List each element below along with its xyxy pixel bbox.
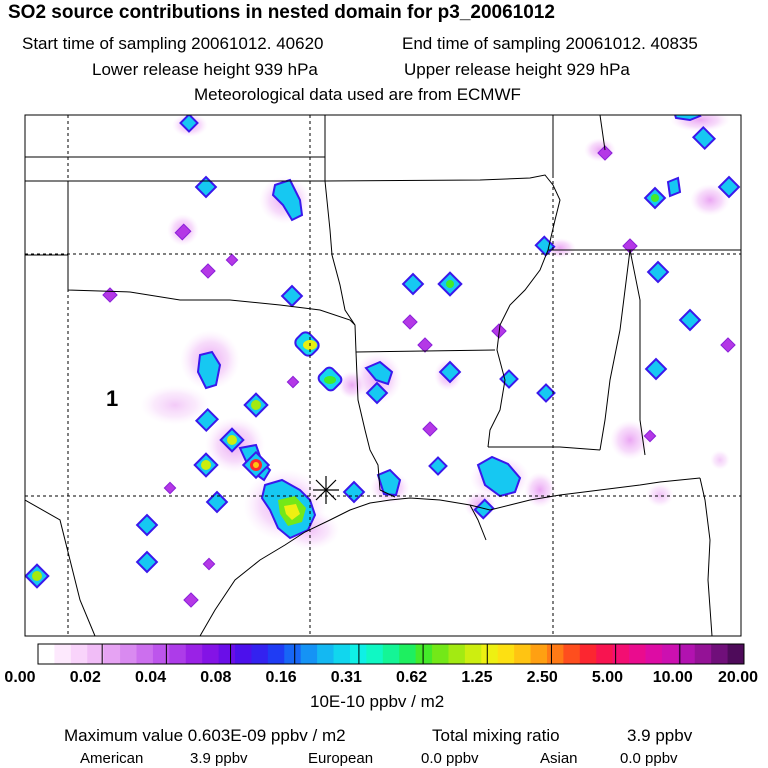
region-label: 1 [106,386,118,411]
end-time-label: End time of sampling 20061012. 40835 [402,34,698,53]
colorbar-label: 1.25 [461,669,493,686]
colorbar-swatch [399,644,417,664]
colorbar-swatch [251,644,269,664]
release-site-asterisk [313,476,339,504]
colorbar-swatch [514,644,532,664]
upper-release-label: Upper release height 929 hPa [404,60,630,79]
colorbar-label: 0.08 [200,669,232,686]
colorbar-swatch [70,644,88,664]
colorbar-unit: 10E-10 ppbv / m2 [310,692,445,711]
colorbar-swatch [87,644,105,664]
colorbar-label: 0.62 [396,669,428,686]
colorbar-swatch [267,644,285,664]
total-mixing-label: Total mixing ratio [432,726,560,745]
colorbar-label: 0.04 [134,669,167,686]
colorbar-swatch [497,644,515,664]
colorbar-swatch [415,644,433,664]
asian-label: Asian [540,750,578,767]
colorbar-swatch [579,644,597,664]
colorbar-label: 0.00 [4,669,36,686]
european-label: European [308,750,374,767]
american-label: American [80,750,144,767]
colorbar-label: 0.31 [330,669,362,686]
colorbar [37,643,745,665]
colorbar-swatch [661,644,679,664]
colorbar-swatch [38,644,55,664]
colorbar-swatch [645,644,663,664]
colorbar-swatch [727,644,745,664]
colorbar-label: 5.00 [591,669,624,686]
colorbar-frame [37,643,745,665]
colorbar-swatch [464,644,482,664]
colorbar-label: 0.02 [69,669,101,686]
colorbar-swatch [678,644,696,664]
colorbar-swatch [136,644,154,664]
map-frame [24,114,742,637]
lat-lon-grid [25,115,741,636]
colorbar-swatch [612,644,630,664]
colorbar-swatch [169,644,187,664]
met-data-label: Meteorological data used are from ECMWF [194,85,521,104]
colorbar-swatch [366,644,384,664]
moderate-sources [135,115,741,574]
colorbar-swatch [103,644,121,664]
map-area [25,115,741,636]
colorbar-swatch [711,644,729,664]
colorbar-swatch [563,644,581,664]
american-value: 3.9 ppbv [190,750,248,767]
colorbar-swatch [185,644,203,664]
asian-value: 0.0 ppbv [620,750,678,767]
state-boundaries [25,115,741,636]
strong-sources [25,186,667,589]
colorbar-label: 2.50 [526,669,558,686]
colorbar-swatch [284,644,302,664]
european-value: 0.0 ppbv [421,750,479,767]
page-title: SO2 source contributions in nested domai… [8,2,555,23]
colorbar-label: 10.00 [652,669,693,686]
max-value-label: Maximum value 0.603E-09 ppbv / m2 [64,726,346,745]
colorbar-swatch [432,644,449,664]
colorbar-swatch [629,644,646,664]
colorbar-swatch [448,644,466,664]
colorbar-swatch [317,644,335,664]
colorbar-swatch [235,644,252,664]
colorbar-swatch [694,644,712,664]
colorbar-swatch [54,644,72,664]
colorbar-swatch [382,644,400,664]
colorbar-swatch [120,644,138,664]
start-time-label: Start time of sampling 20061012. 40620 [22,34,324,53]
colorbar-swatch [530,644,548,664]
colorbar-swatch [218,644,236,664]
colorbar-swatch [333,644,351,664]
colorbar-swatch [546,644,564,664]
colorbar-label: 20.00 [717,669,759,686]
colorbar-swatch [481,644,499,664]
colorbar-swatch [202,644,220,664]
total-mixing-value: 3.9 ppbv [627,726,693,745]
colorbar-swatch [596,644,614,664]
weak-sources [102,145,736,608]
lower-release-label: Lower release height 939 hPa [92,60,318,79]
colorbar-swatch [152,644,170,664]
colorbar-label: 0.16 [265,669,297,686]
colorbar-swatch [300,644,318,664]
